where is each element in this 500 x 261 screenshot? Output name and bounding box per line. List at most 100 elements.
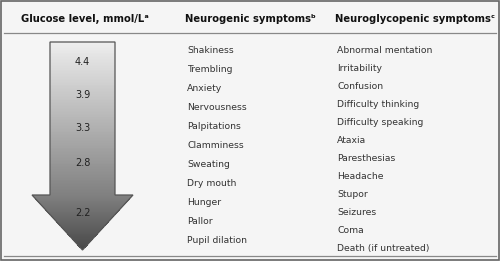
Bar: [50, 177, 115, 179]
Text: Dry mouth: Dry mouth: [187, 179, 236, 188]
Bar: [50, 63, 115, 65]
Bar: [50, 88, 115, 90]
Text: Pallor: Pallor: [187, 217, 212, 226]
Bar: [66, 233, 98, 234]
Bar: [50, 180, 115, 182]
Bar: [34, 198, 130, 199]
Text: Pupil dilation: Pupil dilation: [187, 236, 247, 245]
Bar: [50, 214, 116, 216]
Bar: [50, 103, 115, 105]
Bar: [50, 118, 115, 120]
Bar: [60, 226, 104, 227]
Bar: [40, 203, 126, 204]
Text: 3.9: 3.9: [75, 90, 90, 100]
Bar: [50, 169, 115, 171]
Bar: [50, 146, 115, 148]
Bar: [50, 92, 115, 94]
Bar: [50, 175, 115, 177]
Bar: [56, 221, 110, 222]
Bar: [50, 102, 115, 104]
Bar: [50, 145, 115, 146]
Bar: [50, 60, 115, 62]
Bar: [50, 114, 115, 116]
Bar: [50, 124, 115, 126]
Bar: [54, 220, 110, 221]
Bar: [50, 112, 115, 114]
Bar: [50, 59, 115, 61]
Bar: [42, 205, 123, 206]
Text: Abnormal mentation: Abnormal mentation: [337, 46, 432, 55]
Text: Coma: Coma: [337, 226, 364, 235]
Bar: [50, 83, 115, 85]
Bar: [50, 157, 115, 159]
Text: Neuroglycopenic symptomsᶜ: Neuroglycopenic symptomsᶜ: [335, 14, 495, 24]
Bar: [50, 183, 115, 185]
Bar: [50, 128, 115, 129]
Bar: [50, 74, 115, 76]
Bar: [50, 44, 115, 45]
Bar: [46, 210, 120, 211]
Bar: [50, 47, 115, 49]
Bar: [50, 131, 115, 133]
Bar: [50, 90, 115, 91]
Bar: [50, 97, 115, 99]
Bar: [78, 245, 86, 247]
Bar: [50, 152, 115, 154]
Bar: [63, 229, 102, 230]
Text: Ataxia: Ataxia: [337, 136, 366, 145]
Bar: [57, 222, 108, 224]
Bar: [60, 225, 105, 227]
Bar: [50, 120, 115, 122]
Bar: [50, 111, 115, 113]
Text: Sweating: Sweating: [187, 160, 230, 169]
Bar: [44, 209, 120, 210]
Bar: [50, 45, 115, 47]
Bar: [37, 200, 128, 202]
Bar: [81, 248, 84, 249]
Bar: [50, 69, 115, 71]
Bar: [50, 86, 115, 88]
Bar: [50, 105, 115, 106]
Text: Paresthesias: Paresthesias: [337, 154, 396, 163]
Bar: [50, 57, 115, 59]
Bar: [50, 122, 115, 123]
Text: Difficulty thinking: Difficulty thinking: [337, 100, 419, 109]
Bar: [50, 85, 115, 87]
Bar: [50, 48, 115, 50]
Bar: [52, 216, 114, 217]
Bar: [50, 168, 115, 169]
Bar: [50, 147, 115, 149]
Bar: [50, 138, 115, 140]
Bar: [42, 206, 123, 207]
Bar: [50, 184, 115, 186]
Text: Neurogenic symptomsᵇ: Neurogenic symptomsᵇ: [185, 14, 316, 24]
Bar: [70, 236, 95, 238]
Bar: [50, 77, 115, 79]
Bar: [65, 231, 100, 232]
Bar: [50, 155, 115, 157]
Bar: [75, 242, 90, 243]
Text: Palpitations: Palpitations: [187, 122, 241, 131]
Bar: [50, 71, 115, 73]
Bar: [50, 106, 115, 108]
Bar: [50, 80, 115, 82]
Text: Nervousness: Nervousness: [187, 103, 247, 112]
Bar: [50, 67, 115, 68]
Bar: [46, 211, 118, 212]
Bar: [72, 238, 94, 239]
Bar: [44, 208, 121, 209]
Bar: [50, 115, 115, 117]
Text: Death (if untreated): Death (if untreated): [337, 244, 430, 253]
Bar: [56, 222, 108, 223]
Bar: [50, 132, 115, 134]
Bar: [73, 240, 92, 241]
Bar: [50, 143, 115, 145]
Text: 4.4: 4.4: [75, 57, 90, 67]
Bar: [50, 123, 115, 125]
Bar: [50, 129, 115, 131]
Bar: [50, 99, 115, 100]
Bar: [50, 82, 115, 84]
Bar: [59, 224, 106, 226]
Bar: [50, 154, 115, 156]
Bar: [50, 166, 115, 168]
